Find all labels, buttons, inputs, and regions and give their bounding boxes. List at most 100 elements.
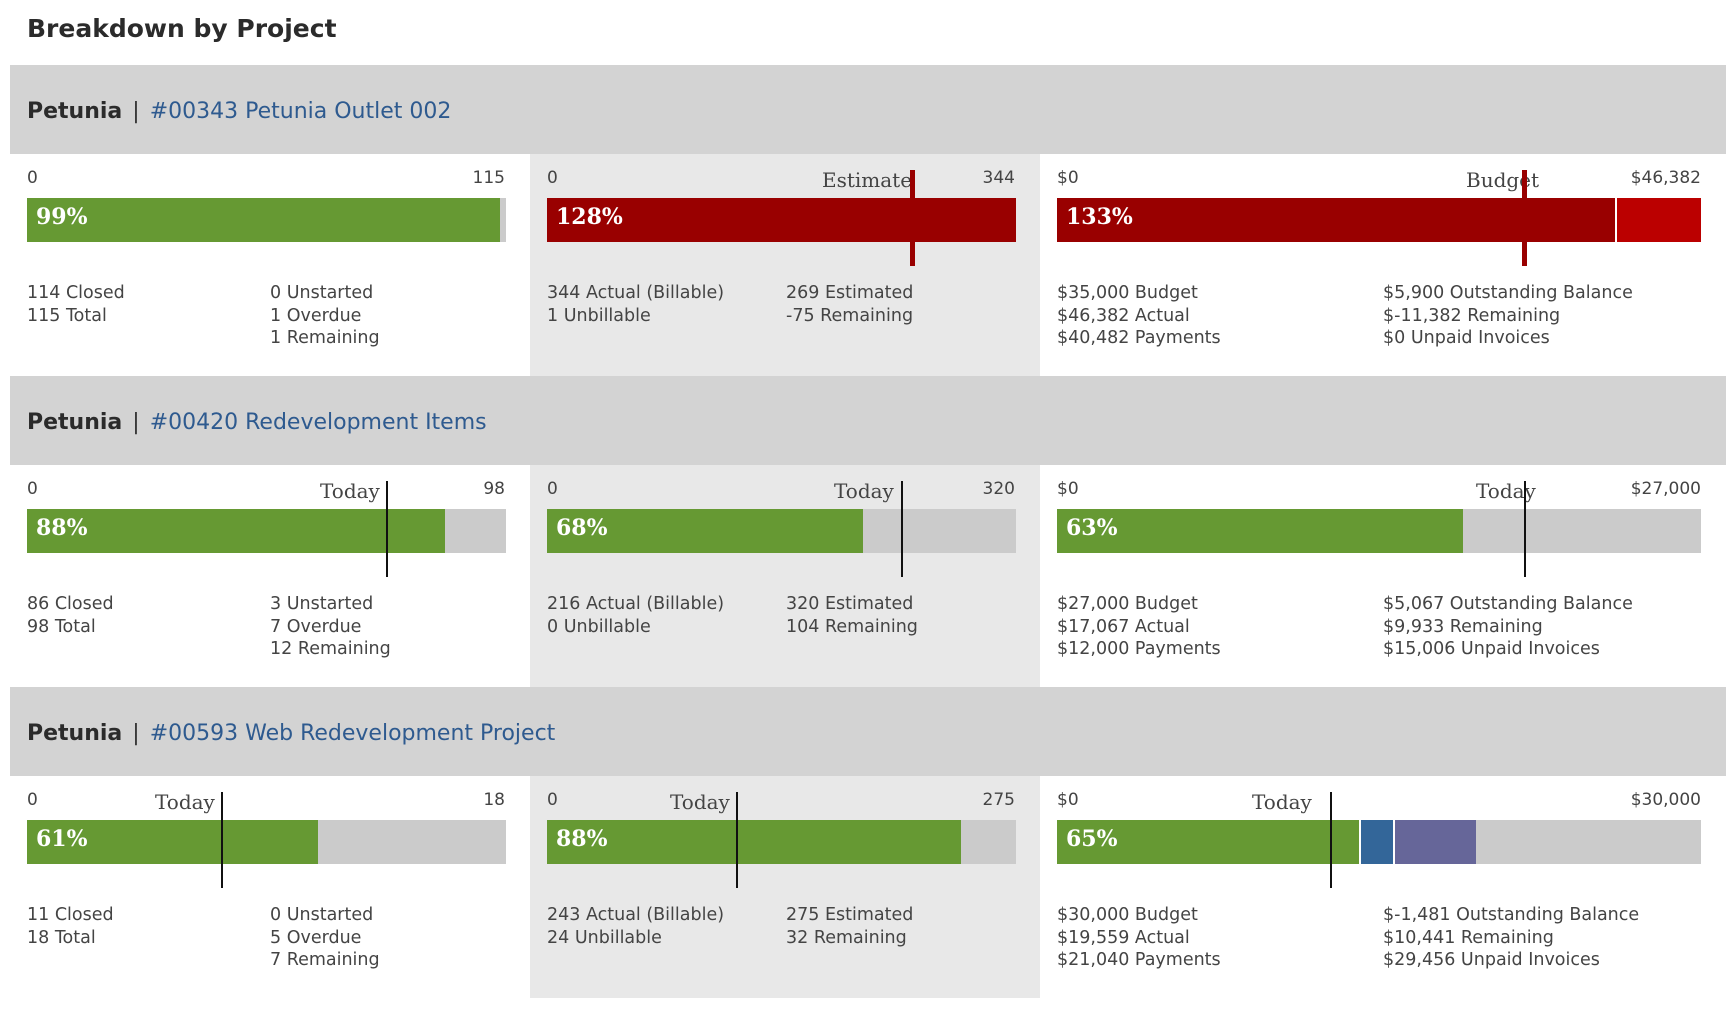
money-overage-fill xyxy=(1615,198,1701,242)
stats-col-2: 0 Unstarted 1 Overdue 1 Remaining xyxy=(270,282,380,350)
tasks-closed-fill xyxy=(27,820,318,864)
money-actual-fill xyxy=(1057,820,1359,864)
stats-col-2: 269 Estimated -75 Remaining xyxy=(786,282,913,327)
stats-col-1: 216 Actual (Billable) 0 Unbillable xyxy=(547,593,724,638)
tasks-progress-bar: 88% xyxy=(27,509,506,553)
stats-col-1: 86 Closed 98 Total xyxy=(27,593,114,638)
stat-line: $46,382 Actual xyxy=(1057,305,1190,326)
tasks-progress-bar: 61% xyxy=(27,820,506,864)
stat-line: $5,900 Outstanding Balance xyxy=(1383,283,1633,303)
hours-progress-bar: 128% xyxy=(547,198,1016,242)
bar-min-label: 0 xyxy=(27,479,38,499)
bar-max-label: 320 xyxy=(982,479,1015,499)
client-name: Petunia xyxy=(27,410,123,435)
stat-line: 320 Estimated xyxy=(786,594,914,614)
money-unpaid-fill xyxy=(1393,820,1476,864)
stats-col-2: 0 Unstarted 5 Overdue 7 Remaining xyxy=(270,904,380,972)
stat-line: 275 Estimated xyxy=(786,905,914,925)
stats-col-2: 275 Estimated 32 Remaining xyxy=(786,904,913,949)
stat-line: -75 Remaining xyxy=(786,305,914,326)
project-link[interactable]: #00420 Redevelopment Items xyxy=(149,410,487,435)
money-panel: $0 Today $27,000 63% $27,000 Budget $17,… xyxy=(1040,465,1726,687)
today-marker xyxy=(1524,481,1526,577)
hours-progress-bar: 88% xyxy=(547,820,1016,864)
stats-col-2: $5,067 Outstanding Balance $9,933 Remain… xyxy=(1383,593,1633,661)
percent-label: 88% xyxy=(36,515,88,541)
hours-actual-fill xyxy=(547,820,961,864)
stat-line: $0 Unpaid Invoices xyxy=(1383,328,1550,348)
bar-max-label: 115 xyxy=(472,168,505,188)
percent-label: 128% xyxy=(556,204,623,230)
stat-line: 243 Actual (Billable) xyxy=(547,905,725,925)
stat-line: $29,456 Unpaid Invoices xyxy=(1383,950,1600,970)
project-header: Petunia | #00343 Petunia Outlet 002 xyxy=(10,65,1726,154)
stats-col-1: $30,000 Budget $19,559 Actual $21,040 Pa… xyxy=(1057,904,1221,972)
money-panel: $0 Budget $46,382 133% $35,000 Budget $4… xyxy=(1040,154,1726,376)
stat-line: $12,000 Payments xyxy=(1057,639,1221,659)
project-header: Petunia | #00593 Web Redevelopment Project xyxy=(10,687,1726,776)
stats-col-1: $35,000 Budget $46,382 Actual $40,482 Pa… xyxy=(1057,282,1221,350)
client-name: Petunia xyxy=(27,99,123,124)
bar-max-label: $27,000 xyxy=(1630,479,1701,499)
money-outstanding-fill xyxy=(1359,820,1395,864)
bar-max-label: $30,000 xyxy=(1630,790,1701,810)
stat-line: 18 Total xyxy=(27,927,96,948)
stat-line: 24 Unbillable xyxy=(547,927,662,948)
stat-line: $17,067 Actual xyxy=(1057,616,1190,637)
stat-line: 0 Unstarted xyxy=(270,283,374,303)
project-section: Petunia | #00343 Petunia Outlet 002 0 115 … xyxy=(10,65,1726,376)
money-progress-bar: 133% xyxy=(1057,198,1701,242)
percent-label: 99% xyxy=(36,204,88,230)
stat-line: 114 Closed xyxy=(27,283,125,303)
stat-line: 7 Overdue xyxy=(270,616,362,637)
header-separator: | xyxy=(132,99,140,124)
money-progress-bar: 65% xyxy=(1057,820,1701,864)
stats-col-1: $27,000 Budget $17,067 Actual $12,000 Pa… xyxy=(1057,593,1221,661)
tasks-panel: 0 Today 98 88% 86 Closed 98 Total 3 Unst… xyxy=(10,465,530,687)
hours-actual-fill xyxy=(547,509,863,553)
bar-min-label: $0 xyxy=(1057,168,1079,188)
today-marker xyxy=(221,792,223,888)
project-section: Petunia | #00420 Redevelopment Items 0 Tod… xyxy=(10,376,1726,687)
money-actual-fill xyxy=(1057,509,1463,553)
today-marker xyxy=(736,792,738,888)
money-progress-bar: 63% xyxy=(1057,509,1701,553)
today-marker xyxy=(901,481,903,577)
project-link[interactable]: #00343 Petunia Outlet 002 xyxy=(149,99,452,124)
stat-line: $30,000 Budget xyxy=(1057,905,1198,925)
stat-line: 98 Total xyxy=(27,616,96,637)
stats-col-1: 11 Closed 18 Total xyxy=(27,904,114,949)
hours-panel: 0 Today 275 88% 243 Actual (Billable) 24… xyxy=(530,776,1040,998)
bar-min-label: 0 xyxy=(27,168,38,188)
project-header: Petunia | #00420 Redevelopment Items xyxy=(10,376,1726,465)
bar-max-label: $46,382 xyxy=(1630,168,1701,188)
bar-min-label: 0 xyxy=(27,790,38,810)
stat-line: $35,000 Budget xyxy=(1057,283,1198,303)
bar-min-label: $0 xyxy=(1057,479,1079,499)
stat-line: 1 Remaining xyxy=(270,328,380,348)
percent-label: 68% xyxy=(556,515,608,541)
tasks-panel: 0 115 99% 114 Closed 115 Total 0 Unstart… xyxy=(10,154,530,376)
marker-label: Today xyxy=(1476,479,1536,503)
tasks-closed-fill xyxy=(27,509,445,553)
bar-max-label: 344 xyxy=(982,168,1015,188)
stat-line: 12 Remaining xyxy=(270,639,391,659)
percent-label: 133% xyxy=(1066,204,1133,230)
stat-line: $-1,481 Outstanding Balance xyxy=(1383,905,1640,925)
project-link[interactable]: #00593 Web Redevelopment Project xyxy=(149,721,556,746)
stat-line: 3 Unstarted xyxy=(270,594,374,614)
stat-line: $5,067 Outstanding Balance xyxy=(1383,594,1633,614)
estimate-marker xyxy=(910,170,915,266)
stats-col-1: 344 Actual (Billable) 1 Unbillable xyxy=(547,282,724,327)
stats-col-2: 320 Estimated 104 Remaining xyxy=(786,593,918,638)
marker-label: Today xyxy=(320,479,380,503)
hours-panel: 0 Today 320 68% 216 Actual (Billable) 0 … xyxy=(530,465,1040,687)
marker-label: Today xyxy=(155,790,215,814)
stat-line: 7 Remaining xyxy=(270,950,380,970)
stat-line: $19,559 Actual xyxy=(1057,927,1190,948)
bar-max-label: 98 xyxy=(483,479,505,499)
stat-line: 0 Unstarted xyxy=(270,905,374,925)
stat-line: 0 Unbillable xyxy=(547,616,651,637)
marker-label: Budget xyxy=(1466,168,1540,192)
client-name: Petunia xyxy=(27,721,123,746)
